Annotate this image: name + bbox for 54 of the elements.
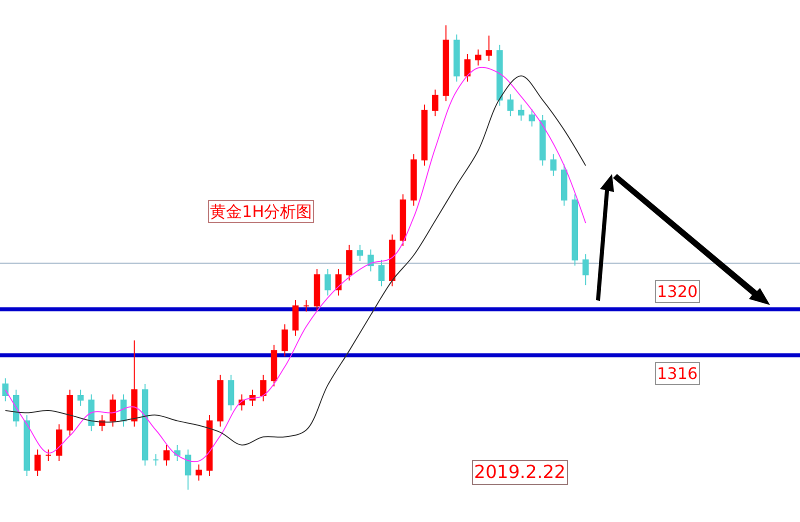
candlestick xyxy=(88,394,94,432)
candlestick xyxy=(454,34,460,82)
candlestick xyxy=(582,254,589,286)
candlestick xyxy=(368,249,374,272)
candlestick xyxy=(314,268,320,312)
candlestick xyxy=(66,389,73,436)
candlestick xyxy=(2,378,9,402)
candlestick xyxy=(131,340,138,428)
candlestick xyxy=(142,384,148,466)
candlestick xyxy=(432,89,438,117)
candlestick xyxy=(196,464,202,482)
candlestick xyxy=(303,300,310,312)
ref-line-label: 1316 xyxy=(657,364,698,383)
candlestick xyxy=(217,374,224,428)
annotation: 2019.2.22 xyxy=(474,462,566,483)
candlestick xyxy=(120,394,127,428)
candlestick xyxy=(550,154,557,176)
candlestick xyxy=(528,108,536,127)
candlestick xyxy=(324,268,331,296)
candlestick xyxy=(206,414,213,477)
candlestick xyxy=(540,114,546,166)
candlestick xyxy=(496,44,503,106)
ref-line-label: 1320 xyxy=(657,282,698,301)
candlestick xyxy=(389,234,396,287)
candlestick xyxy=(346,244,352,282)
candlestick xyxy=(56,424,62,462)
candlestick xyxy=(400,194,406,247)
candlestick xyxy=(475,48,482,66)
candlestick xyxy=(45,449,52,462)
text: 黄金1H分析图 xyxy=(210,202,312,221)
candlestick xyxy=(152,454,159,466)
candlestick xyxy=(378,259,385,287)
candlestick xyxy=(572,194,578,266)
candlestick xyxy=(442,24,450,102)
candlestick xyxy=(184,449,192,490)
candlestick xyxy=(77,389,84,406)
candlestick xyxy=(561,164,568,206)
candlestick xyxy=(24,414,30,477)
candlestick xyxy=(228,374,234,411)
candlestick xyxy=(518,104,524,122)
candlestick xyxy=(292,300,299,336)
candlestick xyxy=(356,244,364,262)
candlestick xyxy=(270,344,278,387)
candlestick xyxy=(507,94,514,117)
candlestick xyxy=(163,444,170,466)
candlestick xyxy=(410,154,417,206)
candlestick xyxy=(421,104,428,166)
candlestick xyxy=(282,324,288,357)
candlestick xyxy=(260,374,266,402)
candlestick xyxy=(464,54,471,82)
candlestick xyxy=(110,394,116,428)
candlestick xyxy=(174,444,180,462)
candlestick xyxy=(34,449,41,477)
candlestick xyxy=(486,35,492,62)
